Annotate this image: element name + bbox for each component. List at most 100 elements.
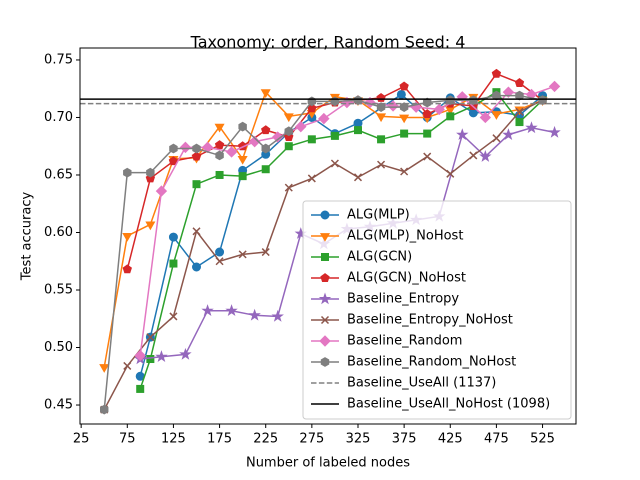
marker [399,81,409,91]
marker [353,126,362,135]
y-axis-label: Test accuracy [20,192,35,282]
marker [201,304,214,316]
marker [225,304,238,316]
marker [283,113,294,123]
marker [191,151,202,161]
plot-area [80,68,576,415]
marker [168,232,178,242]
marker [320,357,330,367]
legend-label: Baseline_Entropy [347,292,459,307]
marker [237,155,248,165]
x-tick-label: 225 [253,432,278,447]
marker [214,140,225,150]
x-axis-label: Number of labeled nodes [246,456,410,471]
marker [469,95,478,106]
marker [214,123,225,133]
x-tick-label: 375 [392,432,417,447]
marker [492,134,501,143]
marker [422,97,432,108]
marker [307,174,316,183]
marker [320,210,330,220]
marker [100,404,109,415]
marker [155,185,168,197]
marker [123,167,132,178]
marker [169,312,178,321]
legend-label: Baseline_UseAll (1137) [347,376,496,391]
marker [515,90,524,101]
marker [318,112,330,125]
x-tick-label: 175 [207,432,232,447]
marker [99,364,110,373]
marker [192,143,201,154]
marker [318,292,332,305]
legend-label: ALG(MLP)_NoHost [347,229,463,244]
marker [136,384,145,393]
legend-label: ALG(GCN)_NoHost [347,271,466,286]
marker [320,273,330,282]
x-tick-label: 25 [73,432,90,447]
marker [423,152,432,161]
marker [446,95,455,106]
marker [307,135,316,144]
marker [179,347,192,360]
legend-label: Baseline_Entropy_NoHost [347,313,513,328]
x-tick-label: 525 [530,432,555,447]
marker [295,120,307,133]
y-tick-label: 0.50 [44,340,73,355]
y-tick-label: 0.75 [44,52,73,67]
marker [423,129,432,138]
marker [353,118,363,128]
marker [469,151,478,160]
marker [192,180,201,189]
marker [548,125,561,138]
y-tick-label: 0.55 [44,283,73,298]
marker [260,89,271,98]
marker [400,167,409,176]
marker [225,146,238,158]
marker [146,167,155,178]
marker [261,165,270,174]
marker [400,129,409,138]
legend-box [302,200,572,420]
y-tick-label: 0.60 [44,225,73,240]
marker [284,142,293,151]
marker [515,107,524,116]
marker [446,112,455,121]
marker [192,262,202,272]
marker [169,259,178,268]
legend-label: ALG(MLP) [347,208,410,223]
marker [271,309,284,322]
marker [134,349,146,362]
marker [122,233,133,242]
marker [146,333,155,342]
marker [145,221,156,231]
marker [238,172,247,181]
marker [399,114,410,124]
marker [169,143,178,154]
marker [422,109,432,118]
marker [123,361,132,370]
marker [321,253,329,261]
marker [238,121,247,132]
marker [261,248,270,257]
marker [330,131,339,140]
legend-label: Baseline_UseAll_NoHost (1098) [347,397,550,412]
marker [479,111,492,124]
marker [492,90,501,101]
marker [446,169,455,178]
x-tick-label: 425 [438,432,463,447]
marker [215,150,224,161]
marker [319,233,331,242]
x-tick-label: 275 [299,432,324,447]
marker [284,183,293,192]
marker [179,141,192,154]
marker [215,247,225,257]
y-tick-label: 0.70 [44,110,73,125]
x-tick-label: 125 [161,432,186,447]
marker [155,350,168,362]
x-tick-label: 475 [484,432,509,447]
legend-label: Baseline_Random_NoHost [347,355,516,370]
marker [353,173,363,182]
marker [396,89,406,99]
